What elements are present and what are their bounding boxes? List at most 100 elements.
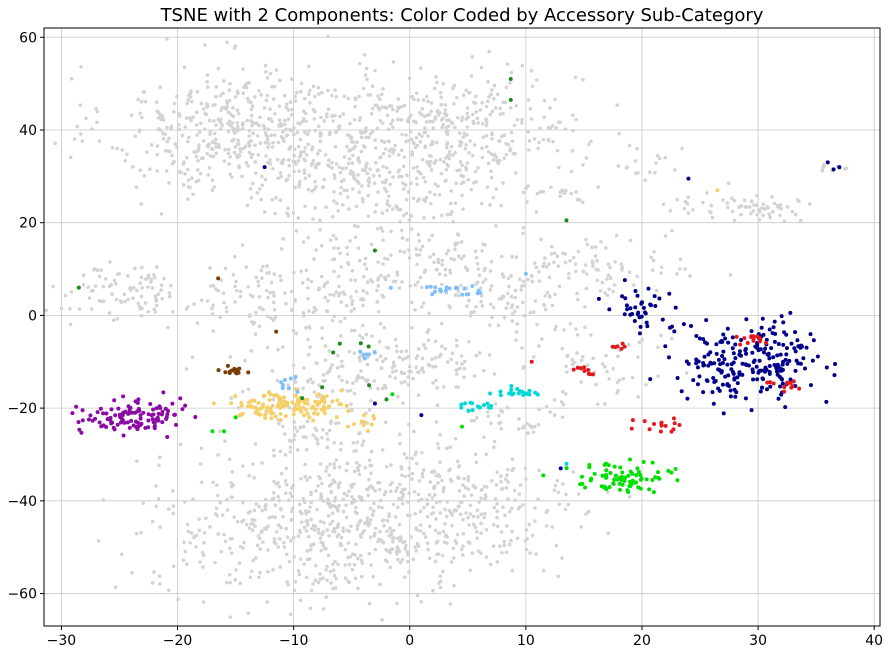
background-point <box>306 187 311 192</box>
category-point <box>127 411 132 416</box>
background-point <box>435 386 439 390</box>
background-point <box>423 535 428 539</box>
background-point <box>686 211 691 215</box>
background-point <box>360 323 365 328</box>
background-point <box>501 111 505 116</box>
background-point <box>616 388 620 393</box>
background-point <box>793 212 798 217</box>
background-point <box>407 138 411 143</box>
background-point <box>330 214 335 219</box>
category-point <box>772 319 777 324</box>
background-point <box>251 462 255 466</box>
background-point <box>420 366 425 370</box>
background-point <box>486 410 490 414</box>
background-point <box>353 235 358 240</box>
background-point <box>549 185 553 190</box>
background-point <box>384 465 389 469</box>
background-point <box>491 522 496 527</box>
background-point <box>329 419 333 423</box>
background-point <box>210 312 215 316</box>
background-point <box>266 145 270 150</box>
background-point <box>184 155 189 160</box>
background-point <box>423 179 428 184</box>
background-point <box>450 479 454 484</box>
background-point <box>269 133 274 138</box>
outlier-point <box>523 271 528 276</box>
background-point <box>539 237 543 242</box>
background-point <box>363 73 368 77</box>
category-point <box>95 410 100 415</box>
category-point <box>738 353 743 358</box>
background-point <box>359 558 364 563</box>
background-point <box>661 202 666 207</box>
background-point <box>431 252 436 257</box>
category-point <box>778 384 783 389</box>
background-point <box>229 396 234 400</box>
background-point <box>506 142 511 147</box>
background-point <box>488 269 493 273</box>
background-point <box>284 526 288 531</box>
category-point <box>123 409 128 414</box>
category-point <box>770 331 775 336</box>
background-point <box>293 185 298 190</box>
background-point <box>296 569 301 573</box>
background-point <box>400 228 404 233</box>
background-point <box>416 544 421 548</box>
background-point <box>571 128 575 133</box>
background-point <box>521 225 526 230</box>
y-tick-label: −40 <box>7 494 37 510</box>
background-point <box>208 525 212 529</box>
category-point <box>656 470 661 475</box>
background-point <box>272 453 276 458</box>
background-point <box>433 364 438 369</box>
background-point <box>228 81 232 86</box>
background-point <box>356 468 361 473</box>
background-point <box>413 308 417 312</box>
background-point <box>484 452 489 457</box>
background-point <box>430 139 435 144</box>
category-point <box>571 367 576 372</box>
background-point <box>566 271 571 276</box>
background-point <box>438 432 442 437</box>
background-point <box>415 528 419 532</box>
background-point <box>401 187 406 191</box>
background-point <box>521 283 526 288</box>
background-point <box>378 582 382 587</box>
background-point <box>360 336 365 340</box>
background-point <box>366 214 371 218</box>
background-point <box>407 466 412 471</box>
background-point <box>302 171 307 176</box>
outlier-point <box>372 248 377 253</box>
background-point <box>306 337 310 342</box>
background-point <box>177 169 181 174</box>
background-point <box>436 184 440 188</box>
background-point <box>325 309 330 314</box>
background-point <box>307 129 311 133</box>
background-point <box>372 181 377 186</box>
background-point <box>506 480 510 484</box>
background-point <box>385 202 390 206</box>
category-point <box>277 398 282 403</box>
background-point <box>550 303 555 308</box>
background-point <box>574 117 579 122</box>
category-point <box>367 383 372 388</box>
background-point <box>479 294 484 298</box>
category-point <box>286 386 291 391</box>
background-point <box>438 579 443 584</box>
background-point <box>607 287 611 292</box>
highlighted-points <box>70 76 842 495</box>
background-point <box>361 439 366 444</box>
background-point <box>566 502 571 507</box>
background-point <box>389 529 394 534</box>
background-point <box>357 333 362 338</box>
background-point <box>204 516 208 521</box>
background-point <box>521 279 526 284</box>
background-point <box>368 131 373 136</box>
category-point <box>793 368 798 373</box>
background-point <box>519 288 523 292</box>
background-point <box>253 524 257 528</box>
background-point <box>305 520 310 525</box>
background-point <box>505 467 510 472</box>
background-point <box>353 505 358 510</box>
background-point <box>297 169 301 174</box>
